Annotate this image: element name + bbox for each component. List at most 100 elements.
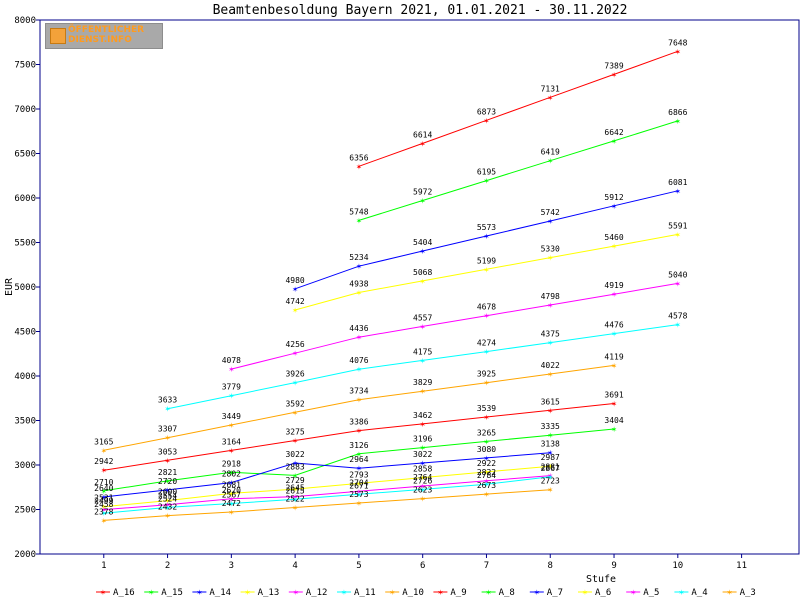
legend-marker: ✶ [293,588,299,598]
axes: 2000 2500 3000 3500 4000 4500 5000 5500 6000 6500… [14,16,747,571]
y-tick-label: 8000 [14,16,36,26]
data-label: 2620 [222,486,241,495]
data-label: 2764 [413,473,432,482]
data-point: ✶ [675,230,681,240]
data-point: ✶ [548,462,554,472]
legend-item: ✶ A_14 [192,588,231,598]
data-point: ✶ [484,468,490,478]
x-tick-label: 9 [611,561,616,571]
legend-label: A_8 [499,588,515,598]
legend-marker: ✶ [341,588,347,598]
legend-item: ✶ A_5 [626,588,659,598]
data-label: 2573 [349,490,368,499]
series-a-6: ✶✶✶ ✶✶✶✶✶ [101,462,553,513]
data-point: ✶ [484,116,490,126]
data-label: 2615 [285,486,304,495]
data-point: ✶ [420,139,426,149]
data-point: ✶ [229,468,235,478]
data-label: 3386 [349,418,368,427]
data-point: ✶ [229,479,235,489]
series-a-13: ✶ ✶ ✶ ✶ ✶ ✶ ✶ [292,230,681,316]
data-label: 3138 [541,440,560,449]
series-a-8: ✶✶✶ ✶✶✶✶✶✶ [101,425,617,497]
data-label: 6873 [477,107,496,116]
x-tick-label: 8 [548,561,553,571]
data-point: ✶ [165,501,171,511]
data-label: 3734 [349,387,368,396]
data-point: ✶ [548,93,554,103]
data-label: 7389 [604,61,623,70]
data-point: ✶ [229,421,235,431]
data-label: 7648 [668,38,687,47]
legend-label: A_12 [306,588,328,598]
data-label: 2784 [477,471,496,480]
legend-marker: ✶ [630,588,636,598]
series-a-11: ✶ ✶ ✶ ✶ ✶ ✶ ✶ ✶ ✶ [165,321,681,415]
data-label: 4022 [541,361,560,370]
x-tick-label: 2 [165,561,170,571]
data-point: ✶ [420,474,426,484]
data-point: ✶ [484,480,490,490]
data-point: ✶ [548,406,554,416]
legend-marker: ✶ [486,588,492,598]
data-point: ✶ [229,392,235,402]
legend-marker: ✶ [245,588,251,598]
series-line [103,489,551,521]
data-label: 2720 [158,477,177,486]
series-line [103,364,615,451]
data-point: ✶ [165,503,171,513]
data-point: ✶ [356,450,362,460]
data-point: ✶ [420,482,426,492]
data-label: 3196 [413,435,432,444]
x-tick-label: 4 [292,561,297,571]
data-label: 2793 [349,470,368,479]
logo-line-2: DIENST.INFO [68,35,132,45]
series-line [358,120,678,221]
data-point: ✶ [165,405,171,415]
data-label: 2802 [222,470,241,479]
data-point: ✶ [101,487,107,497]
series-line [358,50,678,167]
data-point: ✶ [229,446,235,456]
legend-item: ✶ A_15 [144,588,183,598]
data-point: ✶ [484,312,490,322]
legend-marker: ✶ [534,588,540,598]
y-tick-label: 3000 [14,461,36,471]
data-label: 2922 [477,459,496,468]
data-point: ✶ [356,289,362,299]
data-label: 4938 [349,280,368,289]
data-point: ✶ [292,285,298,295]
data-label: 3126 [349,441,368,450]
y-tick-label: 6500 [14,150,36,160]
data-label: 3691 [604,391,623,400]
data-point: ✶ [484,437,490,447]
data-point: ✶ [292,493,298,503]
data-point: ✶ [548,217,554,227]
data-point: ✶ [356,162,362,172]
y-tick-label: 7500 [14,61,36,71]
data-point: ✶ [420,196,426,206]
data-point: ✶ [548,431,554,441]
y-tick-label: 3500 [14,417,36,427]
x-tick-label: 3 [229,561,234,571]
y-tick-label: 2500 [14,506,36,516]
series-line [103,465,551,508]
data-label: 5912 [604,193,623,202]
series-a-9: ✶ ✶ ✶ ✶ ✶ ✶ ✶ ✶ ✶ [101,400,617,477]
data-label: 4436 [349,324,368,333]
x-tick-label: 7 [484,561,489,571]
data-point: ✶ [484,348,490,358]
series-a-7: ✶✶✶✶✶✶✶✶ [101,449,553,503]
data-label: 3165 [94,437,113,446]
data-point: ✶ [292,504,298,514]
data-point: ✶ [675,187,681,197]
data-point: ✶ [356,479,362,489]
series-a-10: ✶ ✶ ✶ ✶ ✶ ✶ ✶ ✶ ✶ [101,361,617,456]
data-label: 2987 [541,453,560,462]
data-point: ✶ [101,509,107,519]
data-point: ✶ [484,177,490,187]
data-point: ✶ [611,202,617,212]
data-label: 3615 [541,397,560,406]
y-tick-label: 4000 [14,372,36,382]
data-label: 3539 [477,404,496,413]
